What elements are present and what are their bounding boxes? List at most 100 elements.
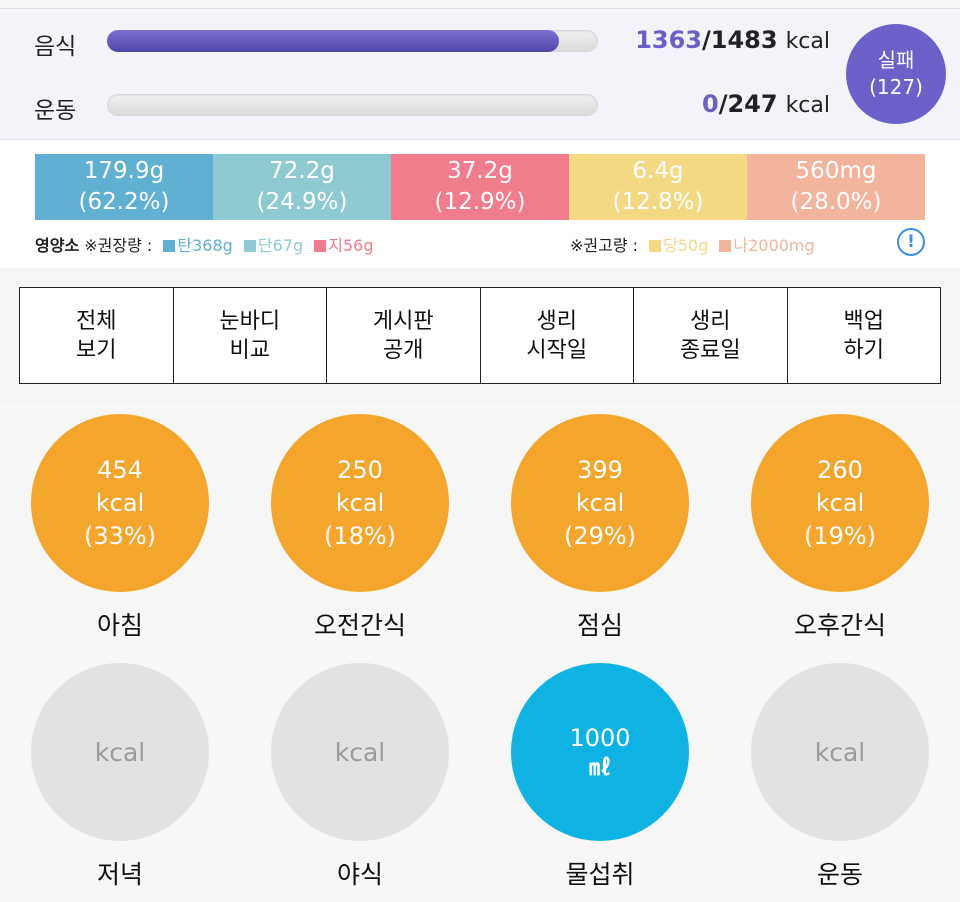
meal-kcal-unit: kcal (334, 737, 386, 767)
board-public-line1: 게시판 (372, 308, 434, 334)
meal-kcal-unit: kcal (335, 488, 385, 517)
food-label: 음식 (34, 34, 77, 60)
food-goal: /1483 (702, 26, 778, 54)
meal-afternoon-snack[interactable]: 260 kcal (19%) 오후간식 (750, 414, 930, 642)
meal-kcal-value: 260 (817, 455, 863, 484)
nutrient-fat-percent: (12.9%) (434, 189, 526, 215)
exercise-label: 운동 (34, 98, 77, 124)
meal-kcal-value: 399 (577, 455, 623, 484)
meal-kcal-unit: kcal (814, 737, 866, 767)
meal-label: 물섭취 (565, 860, 635, 889)
nutrient-carb-value: 179.9g (83, 158, 165, 184)
legend-title: 영양소 (35, 236, 80, 255)
meal-late-snack-circle[interactable]: kcal (271, 663, 449, 841)
info-icon[interactable]: ! (897, 228, 925, 256)
legend-sugar: 당50g (663, 236, 709, 255)
backup-line2: 하기 (843, 337, 884, 363)
body-compare-line2: 비교 (229, 337, 270, 363)
nutrient-protein-value: 72.2g (269, 158, 335, 184)
body-compare-line1: 눈바디 (219, 308, 281, 334)
meal-label: 아침 (96, 611, 143, 640)
nutrient-bar: 179.9g (62.2%) 72.2g (24.9%) 37.2g (12.9%) … (35, 154, 925, 220)
exercise-log-circle[interactable]: kcal (751, 663, 929, 841)
water-intake[interactable]: 1000 ㎖ 물섭취 (510, 663, 690, 891)
meal-kcal-unit: kcal (815, 488, 865, 517)
nutrient-protein-percent: (24.9%) (256, 189, 348, 215)
legend-advised-label: ※권고량 : (570, 236, 639, 255)
legend-swatch-fat (314, 240, 327, 252)
meal-kcal-unit: kcal (95, 488, 145, 517)
meal-dinner-circle[interactable]: kcal (31, 663, 209, 841)
status-badge[interactable]: 실패 (127) (846, 24, 946, 124)
meal-kcal-unit: kcal (575, 488, 625, 517)
nutrient-sodium-percent: (28.0%) (790, 189, 882, 215)
exercise-kcal-value: 0/247 kcal (702, 90, 830, 118)
period-end-line2: 종료일 (679, 337, 741, 363)
meal-morning-snack[interactable]: 250 kcal (18%) 오전간식 (270, 414, 450, 642)
water-intake-circle[interactable]: 1000 ㎖ (511, 663, 689, 841)
view-all-line1: 전체 (76, 308, 117, 334)
nutrient-protein: 72.2g (24.9%) (213, 154, 391, 220)
nutrient-sugar: 6.4g (12.8%) (569, 154, 747, 220)
board-public-line2: 공개 (383, 337, 424, 363)
status-badge-text: 실패 (877, 48, 915, 72)
exercise-current: 0 (701, 90, 719, 118)
meal-kcal-percent: (18%) (323, 521, 397, 550)
legend-protein: 단67g (257, 236, 304, 255)
period-start-line2: 시작일 (526, 337, 588, 363)
meal-morning-snack-circle[interactable]: 250 kcal (18%) (271, 414, 449, 592)
meal-dinner[interactable]: kcal 저녁 (30, 663, 210, 891)
meal-lunch-circle[interactable]: 399 kcal (29%) (511, 414, 689, 592)
food-progress-fill (107, 30, 559, 52)
meal-kcal-percent: (19%) (803, 521, 877, 550)
meal-afternoon-snack-circle[interactable]: 260 kcal (19%) (751, 414, 929, 592)
exercise-goal: /247 (718, 90, 778, 118)
meal-kcal-percent: (33%) (83, 521, 157, 550)
meal-grid: 454 kcal (33%) 아침 250 kcal (18%) 오전간식 39… (0, 404, 960, 902)
meal-label: 저녁 (96, 860, 143, 889)
nutrient-sugar-percent: (12.8%) (612, 189, 704, 215)
meal-kcal-value: 250 (337, 455, 383, 484)
meal-kcal-value: 454 (97, 455, 143, 484)
period-end-line1: 생리 (690, 308, 731, 334)
period-start-line1: 생리 (536, 308, 577, 334)
legend-carb: 탄368g (177, 236, 233, 255)
nutrient-legend-recommended: 영양소 ※권장량 : 탄368g 단67g 지56g (35, 232, 374, 256)
nutrient-sodium-value: 560mg (795, 158, 877, 184)
meal-breakfast-circle[interactable]: 454 kcal (33%) (31, 414, 209, 592)
view-all-line2: 보기 (76, 337, 117, 363)
water-value: 1000 (569, 723, 631, 752)
exercise-log[interactable]: kcal 운동 (750, 663, 930, 891)
meal-kcal-percent: (29%) (563, 521, 637, 550)
legend-fat: 지56g (328, 236, 374, 255)
meal-breakfast[interactable]: 454 kcal (33%) 아침 (30, 414, 210, 642)
meal-label: 오전간식 (313, 611, 406, 640)
legend-sodium: 나2000mg (733, 236, 815, 255)
meal-late-snack[interactable]: kcal 야식 (270, 663, 450, 891)
nutrient-fat-value: 37.2g (447, 158, 513, 184)
exercise-unit: kcal (785, 93, 830, 118)
food-kcal-value: 1363/1483 kcal (635, 26, 830, 54)
nutrient-fat: 37.2g (12.9%) (391, 154, 569, 220)
legend-swatch-sodium (719, 240, 732, 252)
meal-lunch[interactable]: 399 kcal (29%) 점심 (510, 414, 690, 642)
nutrient-carb-percent: (62.2%) (78, 189, 170, 215)
backup-line1: 백업 (843, 308, 884, 334)
food-unit: kcal (785, 29, 830, 54)
meal-label: 야식 (336, 860, 383, 889)
nutrient-sodium: 560mg (28.0%) (747, 154, 925, 220)
exercise-progress-bar (107, 94, 598, 116)
calorie-summary: 음식 1363/1483 kcal 운동 0/247 kcal 실패 (127) (0, 8, 960, 140)
status-badge-count: (127) (869, 75, 923, 99)
meal-label: 운동 (816, 860, 863, 889)
meal-label: 점심 (576, 611, 623, 640)
nutrient-sugar-value: 6.4g (632, 158, 684, 184)
nutrient-legend-advised: ※권고량 : 당50g 나2000mg (570, 232, 815, 256)
